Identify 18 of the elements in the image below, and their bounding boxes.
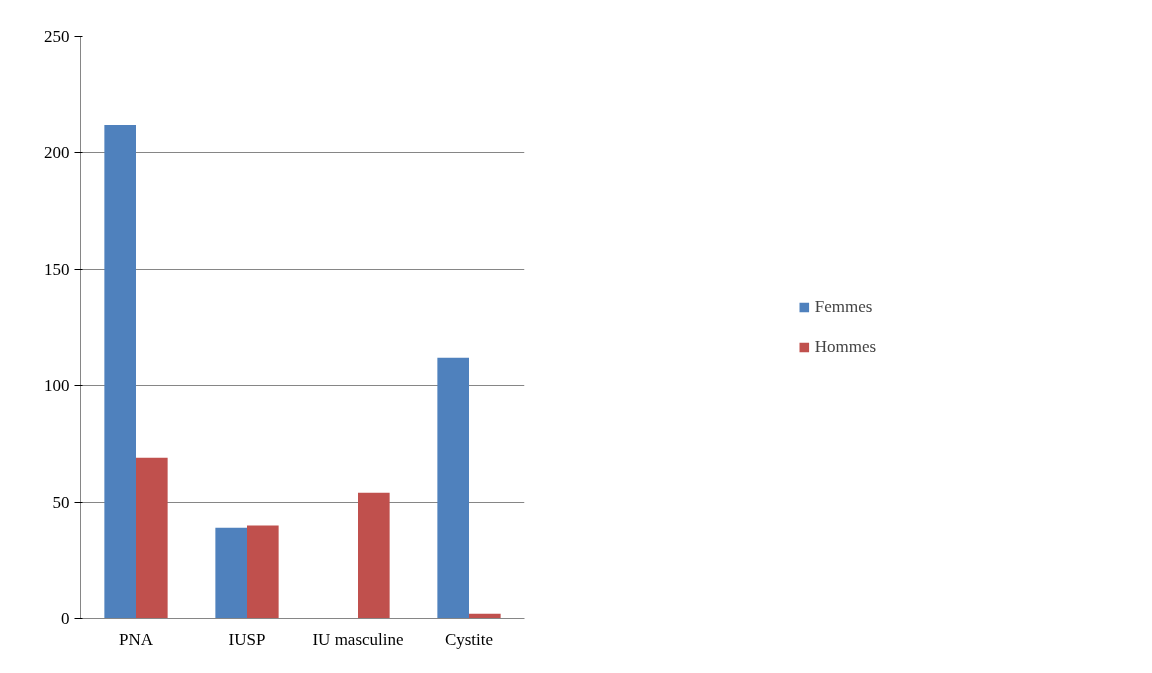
y-tick-label: 100 bbox=[44, 376, 70, 396]
y-tick-label: 50 bbox=[52, 492, 70, 512]
x-tick-label: PNA bbox=[119, 629, 154, 649]
y-tick-label: 250 bbox=[44, 27, 70, 46]
x-tick-label: IUSP bbox=[228, 629, 266, 649]
bar bbox=[437, 357, 469, 619]
legend-label: Hommes bbox=[814, 337, 877, 357]
bar bbox=[215, 527, 247, 619]
bar bbox=[358, 492, 390, 619]
bar bbox=[136, 457, 168, 619]
bar bbox=[247, 525, 279, 619]
y-tick-label: 200 bbox=[44, 143, 70, 163]
x-tick-label: IU masculine bbox=[312, 629, 404, 649]
x-tick-label: Cystite bbox=[444, 629, 494, 649]
legend-label: Femmes bbox=[814, 297, 873, 317]
bar bbox=[104, 124, 136, 619]
y-tick-label: 150 bbox=[44, 259, 70, 279]
y-tick-label: 0 bbox=[61, 609, 70, 628]
